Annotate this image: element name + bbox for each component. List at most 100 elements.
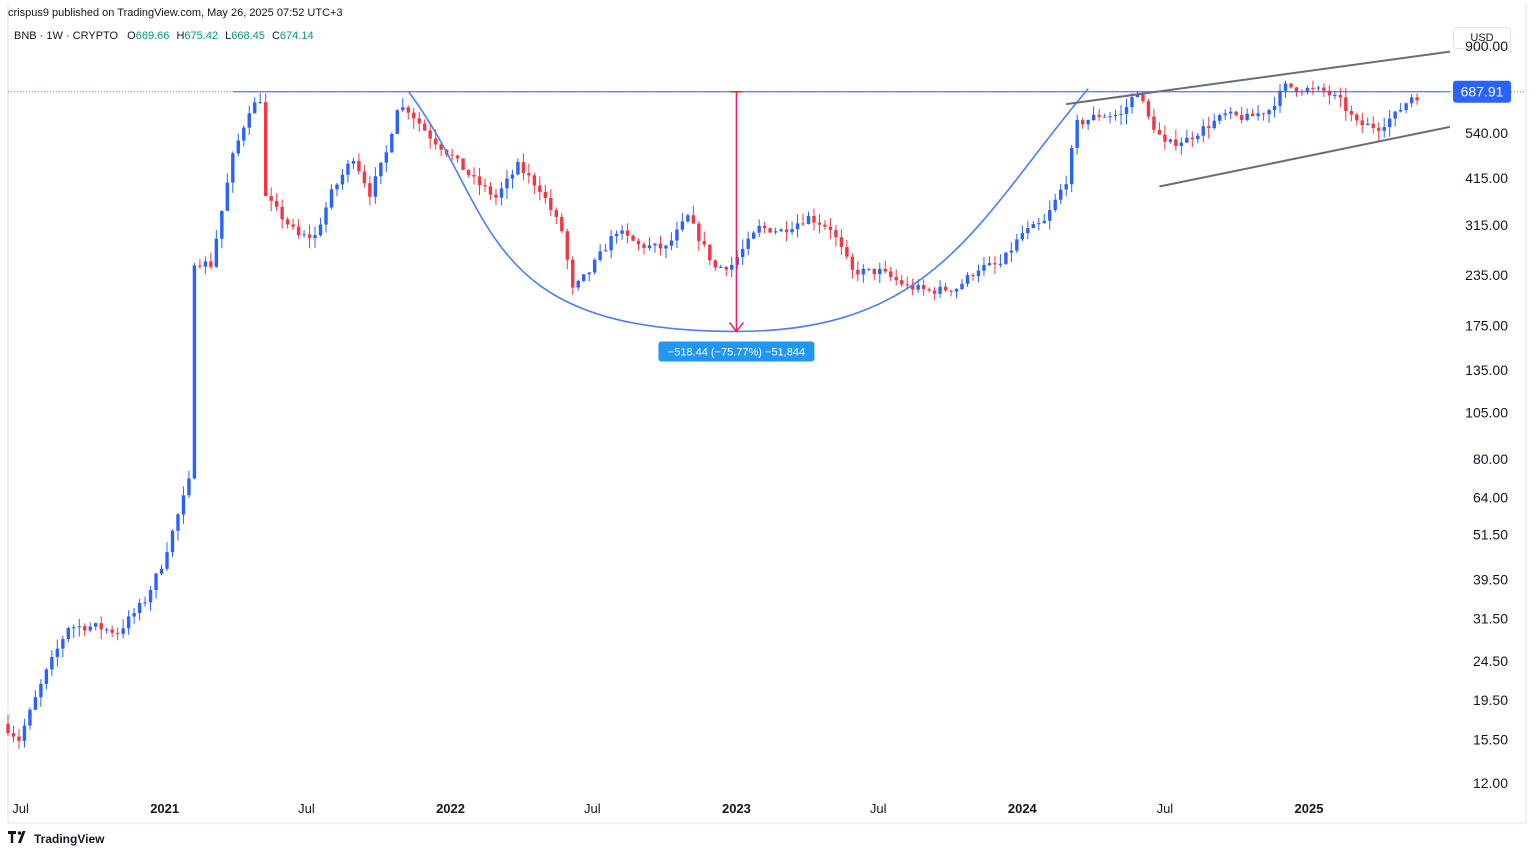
candle-body: [1048, 210, 1052, 221]
candle-body: [735, 257, 739, 265]
candle-body: [439, 144, 443, 150]
candle-body: [1119, 114, 1123, 116]
y-tick-label: 64.00: [1473, 489, 1508, 505]
candle-body: [910, 284, 915, 290]
candle-body: [258, 102, 262, 104]
candle-body: [1289, 83, 1293, 88]
candle-body: [719, 267, 723, 269]
candle-body: [1256, 113, 1260, 117]
measure-arrow-icon: [728, 321, 745, 333]
candle-body: [1201, 126, 1205, 136]
candle-body: [730, 264, 734, 270]
candle-body: [949, 290, 953, 292]
candle-body: [1130, 97, 1134, 108]
last-price-box: [1453, 80, 1511, 103]
candle-body: [1146, 101, 1151, 117]
candle-body: [77, 626, 81, 628]
candle-body: [806, 215, 811, 225]
candle-body: [247, 113, 251, 128]
candle-body: [1228, 111, 1233, 114]
candle-body: [510, 174, 515, 179]
candle-body: [1366, 123, 1370, 126]
candle-body: [1086, 120, 1090, 125]
candle-body: [746, 238, 750, 249]
currency-selector[interactable]: USD: [1453, 27, 1511, 49]
candle-body: [110, 629, 114, 633]
candle-body: [1042, 220, 1046, 224]
candle-body: [812, 215, 816, 223]
candle-body: [1404, 103, 1408, 110]
y-tick-label: 51.50: [1473, 526, 1508, 542]
candle-body: [620, 230, 624, 234]
candle-body: [28, 709, 32, 726]
candle-body: [598, 251, 602, 260]
candle-body: [428, 130, 432, 139]
y-tick-label: 19.50: [1473, 692, 1508, 708]
candle-body: [126, 616, 131, 629]
candle-body: [828, 226, 833, 230]
candle-body: [1020, 233, 1025, 240]
symbol-label: BNB · 1W · CRYPTO: [14, 30, 119, 42]
candle-body: [154, 573, 158, 591]
candle-body: [280, 206, 284, 220]
candle-body: [1371, 123, 1375, 128]
candle-body: [379, 162, 383, 177]
candle-body: [554, 210, 558, 217]
candle-body: [1097, 114, 1101, 117]
candle-body: [494, 194, 498, 198]
y-tick-label: 135.00: [1465, 362, 1508, 378]
candle-body: [1338, 95, 1343, 98]
candle-body: [1152, 116, 1156, 130]
candle-body: [998, 263, 1003, 265]
candle-body: [741, 248, 745, 258]
candle-body: [165, 552, 169, 569]
y-tick-label: 175.00: [1465, 317, 1508, 333]
candle-body: [560, 216, 564, 232]
y-axis: 900.00 540.00 415.00 315.00 235.00 175.00 135.…: [1465, 38, 1508, 791]
last-price-label: 687.91: [1461, 84, 1504, 100]
candle-body: [1141, 93, 1145, 102]
candle-body: [488, 186, 493, 195]
y-tick-label: 39.50: [1473, 572, 1508, 588]
candle-body: [839, 237, 844, 247]
x-tick-label: 2025: [1295, 801, 1324, 816]
tradingview-logo-icon: [8, 831, 30, 846]
candle-body: [1009, 250, 1014, 253]
candle-body: [417, 118, 421, 124]
candle-body: [686, 215, 690, 222]
candle-body: [658, 243, 663, 249]
candle-body: [390, 133, 394, 153]
candle-body: [1091, 114, 1096, 121]
candle-body: [242, 127, 246, 141]
candle-body: [406, 107, 410, 113]
candle-body: [697, 223, 701, 242]
candle-body: [823, 224, 827, 227]
candle-body: [938, 286, 942, 294]
candle-body: [1398, 109, 1403, 112]
candle-body: [44, 669, 49, 684]
candle-body: [61, 639, 65, 649]
candle-body: [1031, 224, 1036, 229]
candle-body: [253, 102, 257, 114]
candle-body: [850, 256, 855, 270]
candle-body: [571, 259, 575, 288]
candle-body: [198, 265, 202, 267]
x-tick-label: Jul: [1157, 801, 1174, 816]
candle-body: [708, 244, 712, 261]
candle-body: [713, 260, 717, 268]
candle-body: [653, 243, 657, 246]
candle-body: [477, 176, 482, 186]
candle-body: [900, 280, 904, 285]
candle-body: [181, 495, 186, 515]
candle-body: [203, 261, 208, 267]
candle-body: [132, 613, 136, 617]
candle-body: [993, 263, 997, 265]
candle-body: [1250, 113, 1255, 117]
candle-body: [532, 175, 537, 186]
publisher-text: crispus9 published on TradingView.com, M…: [8, 7, 343, 19]
candle-body: [960, 283, 964, 290]
candle-body: [669, 240, 674, 246]
candle-body: [274, 200, 279, 207]
candle-body: [1239, 115, 1244, 120]
